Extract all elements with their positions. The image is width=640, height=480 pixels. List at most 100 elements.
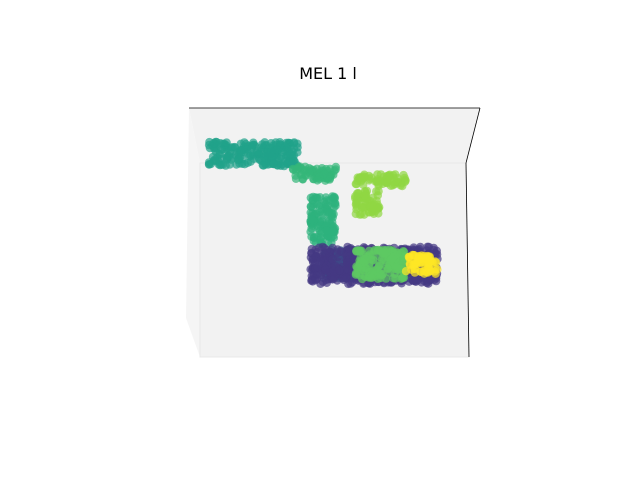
scatter-point bbox=[378, 179, 387, 189]
scatter-point bbox=[328, 254, 337, 264]
scatter-point bbox=[387, 254, 397, 263]
scatter-point bbox=[352, 247, 361, 256]
scatter-point bbox=[307, 244, 316, 254]
scatter-point bbox=[301, 162, 310, 171]
scatter-point bbox=[360, 191, 370, 200]
scatter-point bbox=[367, 273, 376, 283]
scatter-point bbox=[353, 189, 362, 198]
scatter-point bbox=[314, 243, 324, 252]
scatter-point bbox=[368, 193, 378, 202]
scatter-point bbox=[399, 273, 409, 282]
scatter-point bbox=[215, 160, 225, 170]
scatter-point bbox=[313, 262, 322, 272]
scatter-point bbox=[416, 267, 426, 276]
scatter-point bbox=[351, 209, 360, 219]
scatter-point bbox=[236, 146, 245, 155]
scatter-point bbox=[320, 169, 329, 179]
scatter-point bbox=[291, 174, 301, 183]
scatter-point bbox=[308, 203, 318, 212]
scatter-point bbox=[298, 170, 307, 179]
scatter-point bbox=[401, 176, 410, 185]
scatter-point bbox=[282, 138, 291, 148]
scatter-point bbox=[383, 264, 393, 274]
scatter-point bbox=[217, 145, 226, 154]
scatter-point bbox=[248, 140, 258, 150]
scatter-point bbox=[289, 144, 299, 153]
scatter-point bbox=[306, 227, 315, 236]
scatter-point bbox=[425, 253, 434, 262]
scatter-point bbox=[322, 278, 331, 287]
scatter-point bbox=[368, 200, 377, 210]
scatter-point bbox=[330, 199, 339, 208]
scatter-point bbox=[262, 148, 271, 157]
scatter-point bbox=[308, 277, 317, 286]
scatter-point bbox=[315, 236, 325, 245]
scatter-point bbox=[351, 270, 361, 279]
scatter-point bbox=[313, 176, 322, 185]
scatter-point bbox=[225, 160, 234, 169]
scatter-point bbox=[417, 251, 426, 260]
scatter-point bbox=[376, 260, 385, 269]
scatter-point bbox=[253, 147, 262, 156]
chart-title: MEL 1 l bbox=[299, 64, 357, 83]
scatter-point bbox=[345, 244, 354, 253]
scatter-point bbox=[281, 157, 291, 166]
scatter-point bbox=[313, 193, 322, 202]
scatter-point bbox=[433, 265, 442, 274]
scatter-point bbox=[275, 138, 284, 147]
scatter-point bbox=[259, 161, 268, 170]
scatter-point bbox=[376, 273, 385, 283]
scatter-point bbox=[321, 265, 330, 274]
scatter-point bbox=[384, 171, 393, 180]
scatter-point bbox=[375, 246, 385, 255]
scatter-point bbox=[366, 255, 376, 264]
scatter-point bbox=[291, 166, 301, 176]
scatter-point bbox=[359, 258, 369, 267]
scatter-point bbox=[426, 266, 435, 275]
right-vertical-line bbox=[465, 162, 470, 358]
scatter-point bbox=[240, 160, 249, 169]
scatter-point bbox=[273, 161, 282, 170]
scatter-point bbox=[426, 275, 435, 285]
scatter-point bbox=[316, 200, 325, 209]
scatter-points bbox=[204, 137, 442, 289]
scatter-point bbox=[391, 263, 401, 273]
scatter-point bbox=[423, 242, 432, 251]
scatter-point bbox=[411, 274, 420, 284]
scatter-point bbox=[420, 276, 429, 286]
scatter-point bbox=[357, 175, 366, 185]
scatter-point bbox=[348, 277, 357, 287]
scatter-point bbox=[222, 138, 231, 147]
scatter-point bbox=[307, 215, 316, 224]
scatter-point bbox=[257, 140, 267, 149]
right-diagonal-line bbox=[465, 107, 481, 164]
scatter-point bbox=[240, 138, 249, 147]
scatter-point bbox=[246, 151, 255, 160]
scatter-point bbox=[268, 152, 277, 161]
scatter-point bbox=[216, 139, 225, 148]
scatter-point bbox=[354, 263, 363, 272]
left-pane bbox=[186, 108, 200, 357]
scatter-point bbox=[315, 226, 324, 236]
scatter-point bbox=[341, 273, 351, 283]
scatter-point bbox=[329, 227, 338, 236]
scatter-point bbox=[376, 170, 386, 179]
scatter-point bbox=[393, 174, 402, 183]
scatter-point bbox=[273, 145, 282, 154]
scatter-point bbox=[401, 267, 411, 276]
scatter-point bbox=[222, 153, 231, 162]
scatter-point bbox=[374, 187, 383, 196]
scatter-point bbox=[335, 265, 344, 275]
scatter-point bbox=[342, 264, 352, 274]
scatter-point bbox=[234, 155, 243, 164]
scatter-point bbox=[424, 259, 433, 269]
scatter-point bbox=[322, 226, 331, 235]
scatter-point bbox=[329, 274, 339, 283]
scatter-point bbox=[204, 158, 214, 167]
scatter-point bbox=[404, 252, 414, 262]
scatter-point bbox=[343, 258, 352, 267]
scatter-point bbox=[322, 245, 331, 255]
scatter-point bbox=[368, 266, 377, 275]
scatter-point bbox=[323, 208, 332, 217]
